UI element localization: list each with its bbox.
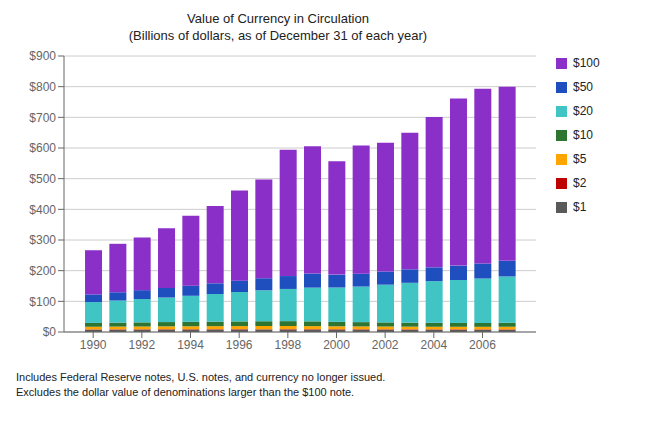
svg-text:$800: $800: [29, 80, 56, 94]
svg-text:$100: $100: [29, 295, 56, 309]
svg-text:$500: $500: [29, 172, 56, 186]
html-text:Includes Federal Reserve notes: Includes Federal Reserve notes, U.S. not…: [16, 371, 386, 383]
html-text:Excludes the dollar value of d: Excludes the dollar value of denominatio…: [16, 386, 355, 398]
svg-text:2000: 2000: [323, 338, 350, 352]
svg-text:1996: 1996: [226, 338, 253, 352]
svg-text:$900: $900: [29, 49, 56, 63]
html-text:$1: $1: [573, 200, 587, 214]
svg-text:2002: 2002: [372, 338, 399, 352]
html-text:(Billions of dollars, as of De: (Billions of dollars, as of December 31 …: [128, 28, 428, 43]
svg-text:2006: 2006: [469, 338, 496, 352]
svg-text:1994: 1994: [177, 338, 204, 352]
svg-text:$0: $0: [43, 325, 57, 339]
svg-text:1998: 1998: [274, 338, 301, 352]
html-text:$2: $2: [573, 176, 587, 190]
svg-text:1990: 1990: [80, 338, 107, 352]
html-text:$50: $50: [573, 80, 593, 94]
svg-text:$400: $400: [29, 203, 56, 217]
html-text:$5: $5: [573, 152, 587, 166]
html-text:$100: $100: [573, 56, 600, 70]
svg-text:1992: 1992: [129, 338, 156, 352]
svg-text:$700: $700: [29, 111, 56, 125]
svg-text:$600: $600: [29, 141, 56, 155]
svg-text:2004: 2004: [420, 338, 447, 352]
svg-text:$200: $200: [29, 264, 56, 278]
html-text:$20: $20: [573, 104, 593, 118]
html-text:Value of Currency in Circulati: Value of Currency in Circulation: [187, 11, 369, 26]
svg-text:$300: $300: [29, 233, 56, 247]
html-text:$10: $10: [573, 128, 593, 142]
